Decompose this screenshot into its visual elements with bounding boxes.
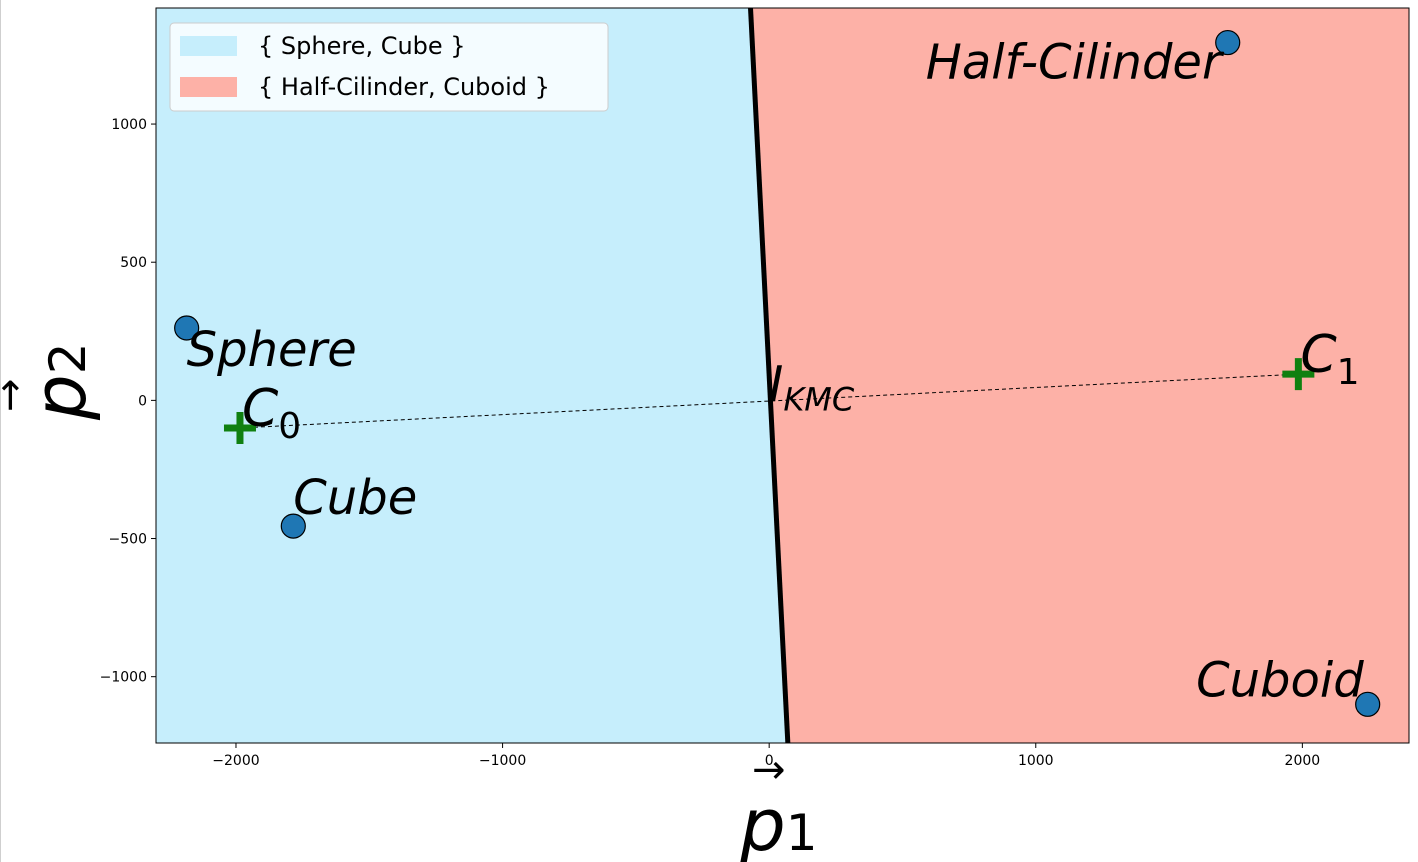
- left-border: [0, 0, 1, 862]
- data-point-cube: [280, 513, 306, 539]
- y-tick-label: 500: [120, 255, 147, 271]
- y-axis-label-subscript: 2: [39, 342, 97, 374]
- centroid-label-subscript-1: 1: [1337, 352, 1360, 393]
- data-point-cuboid: [1355, 691, 1381, 717]
- x-tick-label: −2000: [212, 753, 259, 769]
- x-tick-label: 0: [765, 753, 774, 769]
- region-sphere-cube: [156, 8, 788, 743]
- data-point-sphere: [174, 315, 200, 341]
- point-label-sphere: Sphere: [187, 322, 357, 378]
- centroid-label-subscript-0: 0: [278, 406, 301, 447]
- legend-label-halfcilinder-cuboid: { Half-Cilinder, Cuboid }: [258, 73, 550, 101]
- intersection-label-subscript: KMC: [783, 380, 855, 418]
- x-tick-label: 2000: [1285, 753, 1321, 769]
- x-axis-label-text: p: [739, 783, 786, 862]
- point-label-half-cilinder: Half-Cilinder: [926, 35, 1225, 91]
- region-halfcilinder-cuboid: [750, 8, 1409, 743]
- svg-text:p2: p2: [18, 342, 102, 421]
- legend: { Sphere, Cube } { Half-Cilinder, Cuboid…: [169, 22, 609, 112]
- x-axis-label-subscript: 1: [786, 804, 818, 862]
- legend-swatch-halfcilinder-cuboid: [180, 77, 237, 97]
- y-tick-label: −1000: [100, 670, 147, 686]
- y-tick-label: 1000: [111, 117, 147, 133]
- y-tick-label: 0: [138, 393, 147, 409]
- x-axis-label: p1 →: [739, 747, 818, 862]
- legend-swatch-sphere-cube: [180, 36, 237, 56]
- data-point-half-cilinder: [1215, 29, 1241, 56]
- y-tick-label: −500: [109, 532, 147, 548]
- legend-label-sphere-cube: { Sphere, Cube }: [258, 32, 466, 60]
- centroid-label-0: C0: [242, 379, 301, 447]
- centroid-marker-0: [223, 412, 256, 444]
- centroid-connector: [239, 373, 1299, 429]
- x-tick-label: −1000: [479, 753, 526, 769]
- plot-frame: [155, 7, 1410, 744]
- y-axis-vector-arrow: →: [0, 378, 33, 412]
- x-axis-vector-arrow: →: [752, 747, 786, 793]
- point-label-cube: Cube: [293, 470, 417, 526]
- centroid-marker-1: [1282, 358, 1315, 391]
- x-tick-label: 1000: [1018, 753, 1054, 769]
- svg-text:p1: p1: [739, 783, 818, 862]
- point-label-cuboid: Cuboid: [1196, 652, 1364, 708]
- legend-box: [169, 22, 609, 112]
- decision-boundary: [748, 8, 791, 743]
- y-axis-label-text: p: [18, 374, 102, 421]
- y-axis-label: p2 →: [0, 342, 102, 421]
